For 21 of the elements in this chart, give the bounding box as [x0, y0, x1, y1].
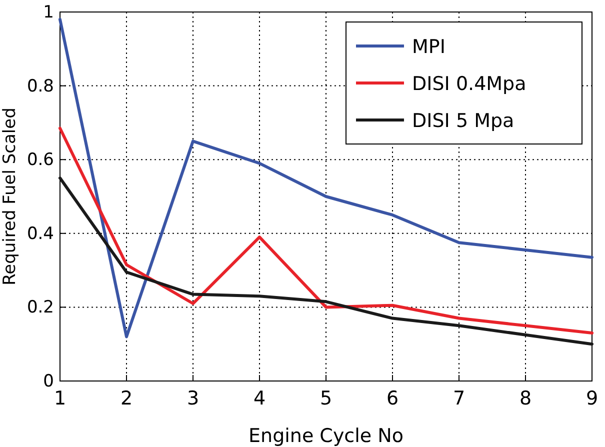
x-axis-title: Engine Cycle No — [248, 425, 404, 447]
y-tick-label: 0.4 — [26, 224, 54, 244]
x-tick-label: 5 — [320, 387, 332, 410]
x-tick-label: 6 — [386, 387, 399, 410]
x-tick-label: 3 — [186, 387, 200, 410]
x-tick-label: 2 — [120, 387, 133, 410]
y-tick-label: 0 — [43, 371, 54, 392]
x-tick-label: 7 — [452, 387, 466, 410]
y-tick-label: 0.2 — [26, 298, 54, 318]
y-tick-label: 1 — [43, 2, 54, 22]
legend-label: DISI 5 Mpa — [412, 110, 514, 132]
y-tick-label: 0.6 — [26, 150, 54, 170]
x-tick-label: 4 — [253, 387, 266, 410]
line-series — [58, 18, 594, 338]
legend-label: MPI — [412, 36, 446, 58]
line-series — [58, 176, 594, 346]
y-tick-label: 0.8 — [26, 76, 54, 96]
x-tick-label: 8 — [519, 387, 532, 410]
legend-label: DISI 0.4Mpa — [412, 73, 526, 95]
x-tick-label: 9 — [586, 387, 598, 410]
y-axis-title: Required Fuel Scaled — [0, 108, 20, 286]
